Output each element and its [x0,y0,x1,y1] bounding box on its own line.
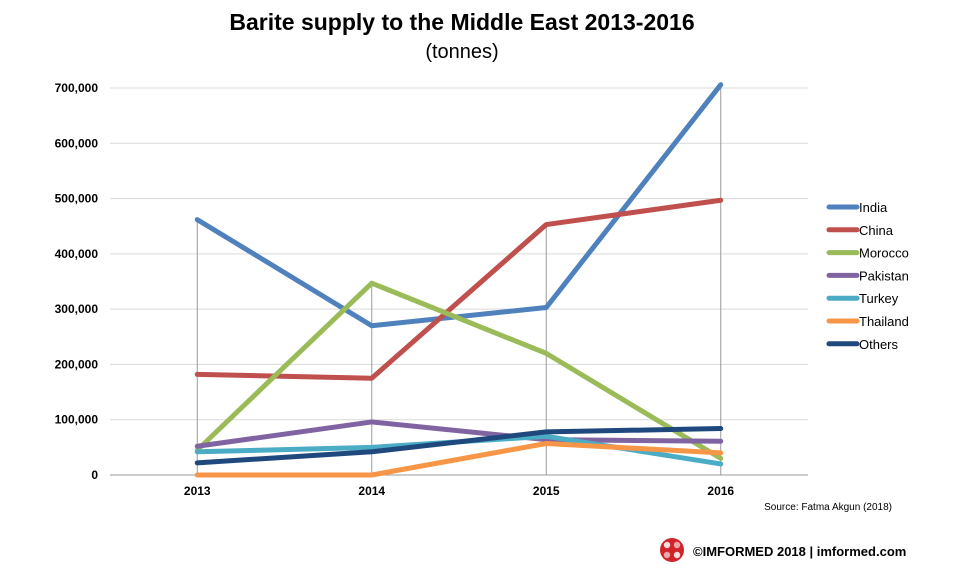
y-tick-label: 600,000 [55,136,99,150]
y-tick-label: 0 [91,468,98,482]
chart-title: Barite supply to the Middle East 2013-20… [229,9,694,35]
series-line-china [194,197,724,381]
y-tick-label: 700,000 [55,81,99,95]
legend-label-turkey: Turkey [859,291,899,306]
series-line-pakistan [194,419,724,449]
legend-label-china: China [859,223,894,238]
series-line-thailand [194,440,724,478]
legend-label-pakistan: Pakistan [859,268,909,283]
y-tick-label: 100,000 [55,413,99,427]
x-tick-label: 2015 [533,484,560,498]
source-note: Source: Fatma Akgun (2018) [764,502,892,513]
x-tick-label: 2014 [358,484,385,498]
x-tick-label: 2016 [707,484,734,498]
y-tick-label: 500,000 [55,192,99,206]
series-line-others [194,426,724,466]
y-tick-label: 300,000 [55,302,99,316]
series-line-india [194,82,724,329]
y-axis-ticks: 0 100,000 200,000 300,000 400,000 500,000 600,… [55,81,99,482]
legend-label-thailand: Thailand [859,314,909,329]
legend-label-morocco: Morocco [859,246,909,261]
y-tick-label: 400,000 [55,247,99,261]
legend-label-others: Others [859,337,899,352]
x-axis-ticks: 2013 2014 2015 2016 [184,484,735,498]
gridlines [110,87,808,476]
y-tick-label: 200,000 [55,357,99,371]
legend-label-india: India [859,200,888,215]
series-line-morocco [194,280,724,461]
legend: India China Morocco Pakistan Turkey Thailand O… [826,200,909,352]
series-lines [194,82,724,478]
chart-subtitle: (tonnes) [425,41,498,63]
imformed-logo-icon [660,538,684,562]
x-tick-label: 2013 [184,484,211,498]
footer-text: ©IMFORMED 2018 | imformed.com [693,544,906,559]
